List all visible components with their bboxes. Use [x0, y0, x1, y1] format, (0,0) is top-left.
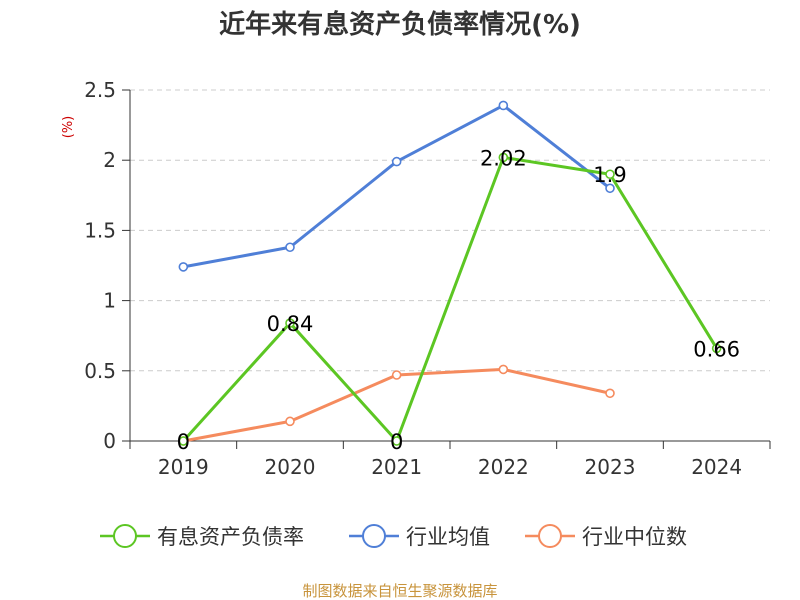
series-line [182, 155, 718, 443]
data-point [498, 100, 509, 111]
x-tick-label: 2024 [691, 455, 742, 479]
data-point [605, 183, 615, 194]
legend-label: 有息资产负债率 [157, 525, 304, 549]
chart-title: 近年来有息资产负债率情况(%) [219, 9, 581, 40]
x-tick-label: 2019 [158, 455, 209, 479]
data-point [605, 388, 615, 399]
y-axis-unit-label: (%) [61, 116, 76, 139]
legend-label: 行业均值 [406, 525, 490, 549]
legend: 有息资产负债率 行业均值 行业中位数 [100, 524, 687, 549]
y-tick-label: 1 [103, 289, 116, 313]
data-point [285, 242, 295, 253]
legend-marker [538, 524, 562, 548]
data-point [285, 416, 295, 427]
x-tick-label: 2020 [265, 455, 316, 479]
data-label: 1.9 [593, 163, 626, 187]
x-tick-label: 2023 [585, 455, 636, 479]
axes: 0 0.5 1 1.5 2 2.5 2019 2020 2021 2022 2023 2024 [84, 78, 771, 479]
legend-item: 行业中位数 [525, 524, 687, 549]
y-tick-label: 0 [103, 429, 116, 453]
data-point [711, 343, 722, 354]
x-tick-label: 2021 [371, 455, 422, 479]
data-labels: 0 0.84 0 2.02 1.9 0.66 [177, 146, 740, 454]
data-label: 0.66 [693, 337, 740, 361]
legend-marker [362, 524, 386, 548]
data-label: 2.02 [480, 146, 527, 170]
x-tick-label: 2022 [478, 455, 529, 479]
data-point [391, 436, 402, 446]
series-line [183, 103, 611, 269]
legend-marker [113, 524, 137, 548]
data-point [605, 169, 615, 180]
y-tick-label: 1.5 [84, 218, 116, 242]
y-tick-label: 2 [103, 148, 116, 172]
data-point [391, 156, 402, 167]
legend-label: 行业中位数 [582, 525, 687, 549]
legend-item: 有息资产负债率 [100, 524, 304, 549]
data-point [498, 364, 509, 375]
series-lines [178, 100, 722, 446]
y-tick-label: 0.5 [84, 359, 116, 383]
y-tick-label: 2.5 [84, 78, 116, 102]
data-point [178, 436, 189, 446]
data-point [285, 318, 295, 328]
data-label: 0.84 [267, 312, 314, 336]
source-note: 制图数据来自恒生聚源数据库 [302, 582, 497, 600]
data-point [391, 370, 402, 380]
legend-item: 行业均值 [349, 524, 490, 549]
data-point [498, 152, 509, 163]
data-label: 0 [177, 430, 190, 454]
data-label: 0 [390, 430, 403, 454]
data-point [178, 262, 189, 272]
